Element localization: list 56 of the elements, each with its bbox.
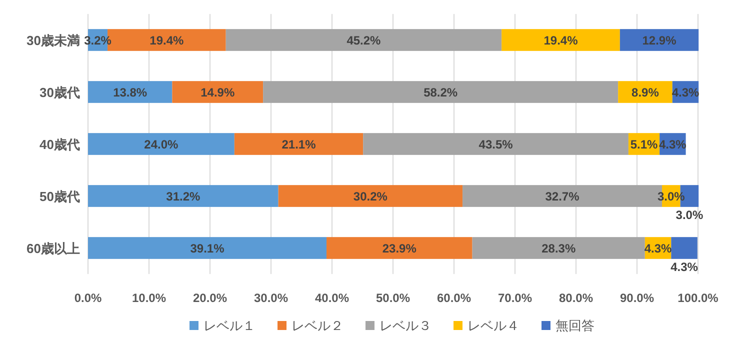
bar [502,29,620,51]
data-label: 5.1% [630,138,658,152]
data-label: 8.9% [632,86,660,100]
y-tick-label: 60歳以上 [26,241,80,256]
data-label: 45.2% [346,34,382,48]
x-tick-label: 20.0% [192,291,228,305]
bar [278,185,463,207]
legend-label: レベル３ [380,318,432,333]
data-label: 39.1% [190,242,225,256]
bar [671,237,698,259]
legend-label: 無回答 [556,318,594,333]
data-label: 3.0% [676,208,704,222]
x-tick-label: 70.0% [498,291,532,305]
data-label: 19.4% [150,34,184,48]
data-label: 14.9% [200,86,235,100]
bar [88,81,172,103]
y-tick-label: 30歳未満 [26,33,80,48]
data-label: 13.8% [113,86,148,100]
x-tick-label: 100.0% [678,291,719,305]
bar [472,237,645,259]
bar [88,185,278,207]
data-label: 24.0% [144,138,179,152]
data-label: 43.5% [478,138,514,152]
data-label: 21.1% [282,138,316,152]
bar [234,133,364,155]
data-label: 58.2% [424,86,458,100]
bar [88,237,327,259]
bar [326,237,472,259]
bar [172,81,264,103]
legend-label: レベル２ [292,318,344,333]
x-tick-label: 80.0% [558,291,594,305]
x-tick-label: 0.0% [74,291,102,305]
bar [263,81,618,103]
x-tick-label: 50.0% [376,291,410,305]
y-tick-label: 50歳代 [40,189,80,204]
bar [363,133,628,155]
legend-label: レベル１ [204,318,256,333]
bar [88,133,234,155]
data-label: 12.9% [642,34,677,48]
bar [226,29,502,51]
x-tick-label: 60.0% [436,291,472,305]
data-label: 28.3% [542,242,576,256]
legend-label: レベル４ [468,318,520,333]
y-tick-label: 40歳代 [40,137,80,152]
data-label: 19.4% [544,34,578,48]
y-tick-label: 30歳代 [40,85,80,100]
data-label: 30.2% [353,190,388,204]
data-label: 32.7% [545,190,580,204]
x-tick-label: 10.0% [132,291,166,305]
x-tick-label: 90.0% [620,291,654,305]
data-label: 23.9% [382,242,417,256]
data-label: 4.3% [670,260,698,274]
x-tick-label: 30.0% [254,291,288,305]
data-label: 31.2% [166,190,200,204]
x-tick-label: 40.0% [314,291,350,305]
bar [620,29,699,51]
